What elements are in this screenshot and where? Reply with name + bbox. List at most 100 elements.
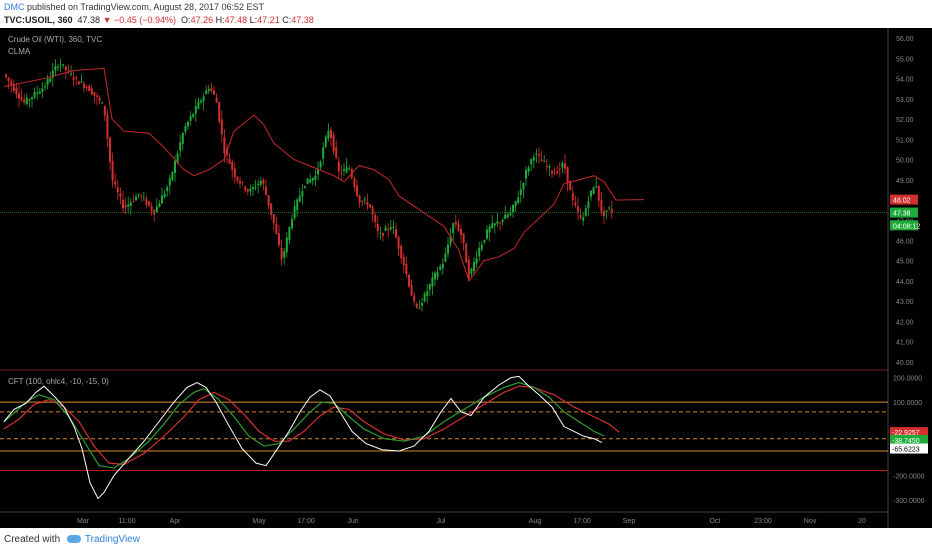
- candle-body: [363, 199, 366, 201]
- candle-body: [291, 218, 293, 229]
- candle-body: [59, 64, 62, 66]
- candle-body: [223, 136, 226, 154]
- candle-body: [571, 193, 574, 201]
- candle-body: [239, 181, 241, 184]
- publish-text: published on TradingView.com, August 28,…: [24, 2, 264, 12]
- candle-body: [7, 77, 10, 81]
- candle-body: [501, 219, 504, 223]
- candle-body: [431, 277, 434, 287]
- candle-body: [506, 214, 509, 218]
- cft-label-box: [890, 427, 928, 438]
- candle-body: [582, 217, 585, 221]
- candle-body: [228, 158, 231, 164]
- candle-body: [51, 70, 54, 78]
- candle-body: [168, 178, 171, 186]
- close-label: C:: [282, 15, 292, 25]
- candle-body: [200, 100, 202, 103]
- candle-body: [371, 206, 374, 215]
- candle-body: [265, 186, 267, 195]
- price-label-text: 04:08:12: [893, 223, 920, 230]
- candle-body: [5, 74, 7, 77]
- candle-body: [389, 227, 392, 230]
- candle-body: [25, 97, 28, 105]
- candle-body: [67, 69, 70, 71]
- candle-body: [543, 161, 546, 163]
- cft-label-text: -38.7450: [892, 438, 920, 445]
- candle-body: [142, 197, 145, 199]
- candle-body: [278, 233, 280, 246]
- candle-body: [522, 183, 525, 190]
- candle-body: [426, 291, 429, 296]
- candle-body: [101, 102, 104, 104]
- candle-body: [148, 201, 150, 206]
- candle-body: [392, 226, 395, 228]
- open-label: O:: [181, 15, 191, 25]
- candle-body: [80, 81, 83, 83]
- candle-body: [376, 223, 379, 232]
- candle-body: [569, 180, 572, 191]
- candle-body: [553, 173, 556, 175]
- candle-body: [496, 221, 499, 224]
- candle-body: [353, 178, 356, 188]
- candle-body: [478, 247, 481, 257]
- candle-body: [36, 92, 39, 94]
- candle-body: [600, 199, 603, 212]
- candle-body: [475, 258, 478, 264]
- candle-body: [301, 191, 304, 197]
- candle-body: [439, 266, 442, 270]
- tradingview-link[interactable]: TradingView: [84, 534, 140, 545]
- candle-body: [296, 199, 299, 211]
- candle-body: [558, 168, 561, 170]
- candle-body: [410, 284, 413, 296]
- candle-body: [374, 214, 377, 222]
- candle-body: [83, 83, 85, 89]
- candle-body: [129, 202, 132, 206]
- cloud-icon: [66, 535, 81, 544]
- candle-body: [480, 244, 483, 250]
- cft-value-labels: -22.9257-38.7450 -65.6223: [890, 427, 928, 454]
- cft-axis: 200.0000 100.0000 -200.0000 -300.0000: [893, 376, 925, 505]
- candle-body: [111, 160, 114, 182]
- time-tick-label: May: [252, 518, 266, 525]
- time-tick-label: Sep: [623, 518, 636, 525]
- candle-body: [603, 211, 605, 216]
- candle-body: [262, 179, 265, 184]
- candle-body: [317, 169, 319, 175]
- candle-body: [348, 168, 351, 170]
- candle-body: [491, 223, 494, 229]
- candle-body: [93, 92, 96, 96]
- candle-body: [158, 203, 161, 208]
- candle-body: [306, 178, 309, 184]
- candle-body: [249, 188, 252, 192]
- candle-body: [457, 223, 460, 231]
- high-label: H:: [215, 15, 225, 25]
- time-tick-label: Jun: [347, 518, 358, 525]
- high-value: 47.48: [224, 15, 248, 25]
- candle-body: [64, 66, 67, 71]
- candle-body: [31, 97, 33, 100]
- time-tick-label: 20: [858, 518, 866, 525]
- candle-body: [467, 259, 470, 279]
- chart-svg[interactable]: Crude Oil (WTI), 360, TVC CLMA CFT (100,…: [0, 28, 932, 528]
- candle-body: [395, 229, 397, 238]
- chart-area[interactable]: Crude Oil (WTI), 360, TVC CLMA CFT (100,…: [0, 28, 932, 528]
- candle-body: [499, 222, 501, 224]
- candle-body: [127, 204, 130, 207]
- author-link[interactable]: DMC: [4, 2, 25, 12]
- candle-body: [161, 195, 163, 204]
- candle-body: [514, 201, 517, 207]
- cft-tick-label: 100.0000: [893, 400, 922, 407]
- candle-body: [488, 226, 491, 233]
- candle-body: [309, 179, 312, 183]
- candle-body: [285, 237, 288, 253]
- candle-body: [335, 147, 338, 158]
- clma-line: [3, 67, 645, 283]
- candle-body: [418, 307, 421, 309]
- candle-body: [192, 113, 195, 118]
- time-axis: Mar 11:00 Apr May 17:00 Jun Jul Aug 17:00 Sep Oct 2…: [77, 518, 866, 525]
- candle-body: [210, 88, 213, 91]
- candle-body: [314, 175, 317, 180]
- candle-body: [205, 90, 208, 95]
- candle-body: [174, 160, 176, 173]
- cft-levels: [0, 401, 888, 471]
